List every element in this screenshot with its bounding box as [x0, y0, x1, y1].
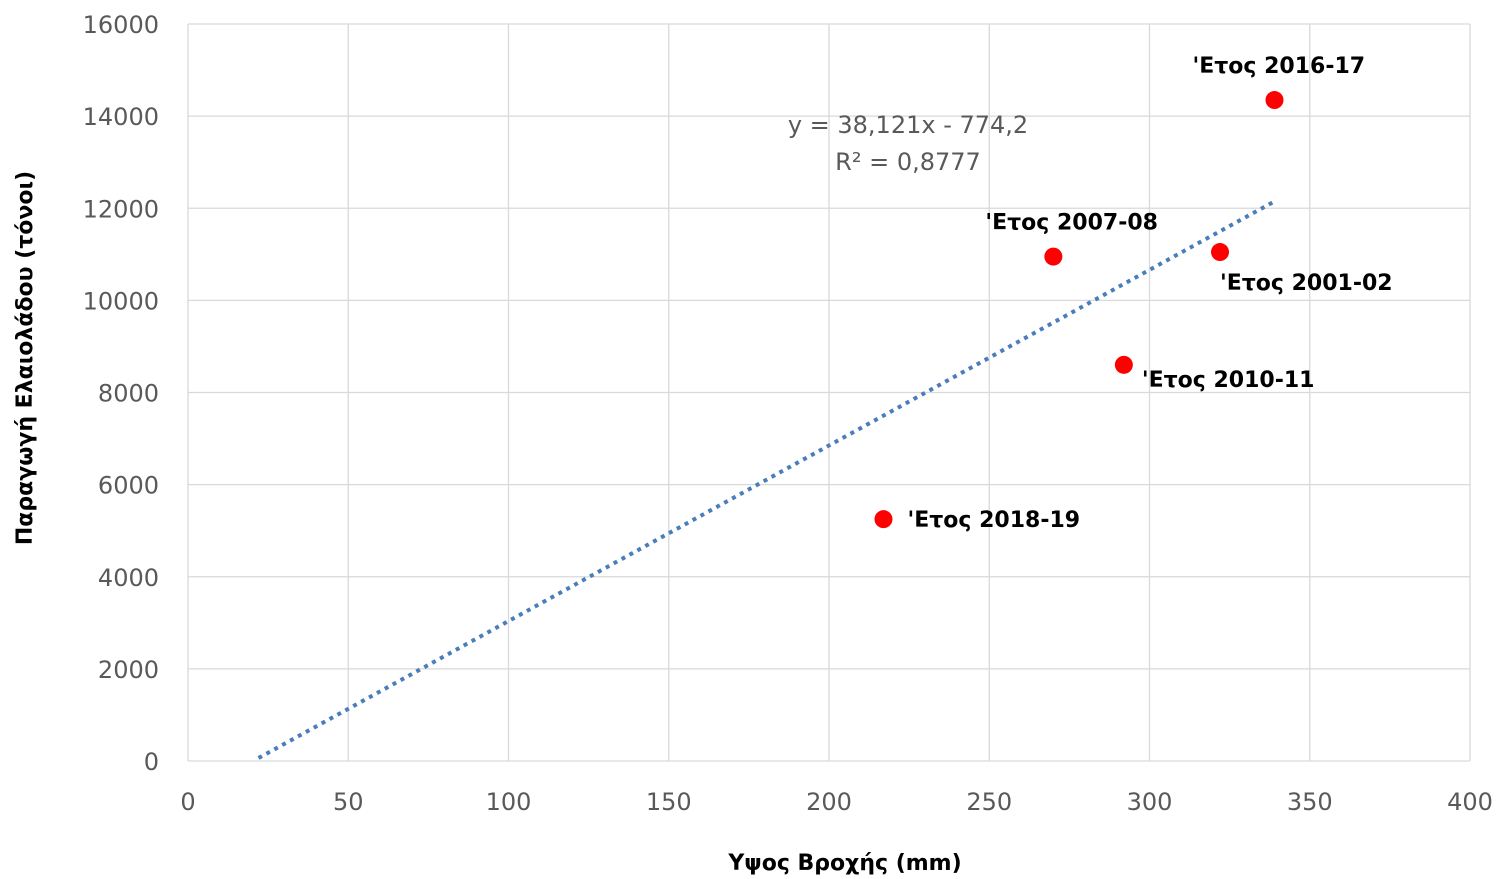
y-tick-label: 12000 [83, 195, 159, 223]
grid-lines [187, 23, 1471, 762]
data-point [1044, 247, 1063, 266]
x-axis-title: Υψος Βροχής (mm) [727, 851, 961, 876]
trendline-group [257, 199, 1276, 760]
trendline [257, 199, 1276, 760]
x-tick-label: 0 [180, 788, 195, 816]
tick-labels: 0 50 100 150 200 250 300 350 4000200040006000800… [83, 11, 1493, 816]
data-point [874, 510, 893, 529]
data-point-label: 'Ετος 2016-17 [1192, 54, 1365, 79]
x-tick-label: 50 [333, 788, 364, 816]
x-tick-label: 150 [646, 788, 692, 816]
data-points [874, 91, 1284, 529]
y-tick-label: 6000 [98, 472, 159, 500]
x-tick-label: 300 [1127, 788, 1173, 816]
x-tick-label: 350 [1287, 788, 1333, 816]
x-tick-label: 200 [806, 788, 852, 816]
data-point-label: 'Ετος 2018-19 [907, 508, 1080, 533]
y-tick-label: 10000 [83, 287, 159, 315]
y-tick-label: 14000 [83, 103, 159, 131]
data-point [1265, 91, 1284, 110]
trendline-equation: y = 38,121x - 774,2 [788, 111, 1028, 139]
y-tick-label: 16000 [83, 11, 159, 39]
data-point-label: 'Ετος 2001-02 [1220, 271, 1393, 296]
data-point-label: 'Ετος 2007-08 [985, 211, 1158, 236]
data-point-label: 'Ετος 2010-11 [1142, 368, 1315, 393]
y-tick-label: 8000 [98, 380, 159, 408]
data-point [1114, 355, 1133, 374]
data-point [1211, 243, 1230, 262]
x-tick-label: 400 [1447, 788, 1493, 816]
y-tick-label: 4000 [98, 564, 159, 592]
x-tick-label: 100 [486, 788, 532, 816]
y-tick-label: 0 [144, 748, 159, 776]
x-tick-label: 250 [966, 788, 1012, 816]
point-labels: 'Ετος 2001-02 'Ετος 2007-08 'Ετος 2010-11 '… [907, 54, 1392, 533]
y-axis-title: Παραγωγή Ελαιολάδου (τόνοι) [13, 171, 38, 545]
y-tick-label: 2000 [98, 656, 159, 684]
trendline-r-squared: R² = 0,8777 [835, 148, 981, 176]
